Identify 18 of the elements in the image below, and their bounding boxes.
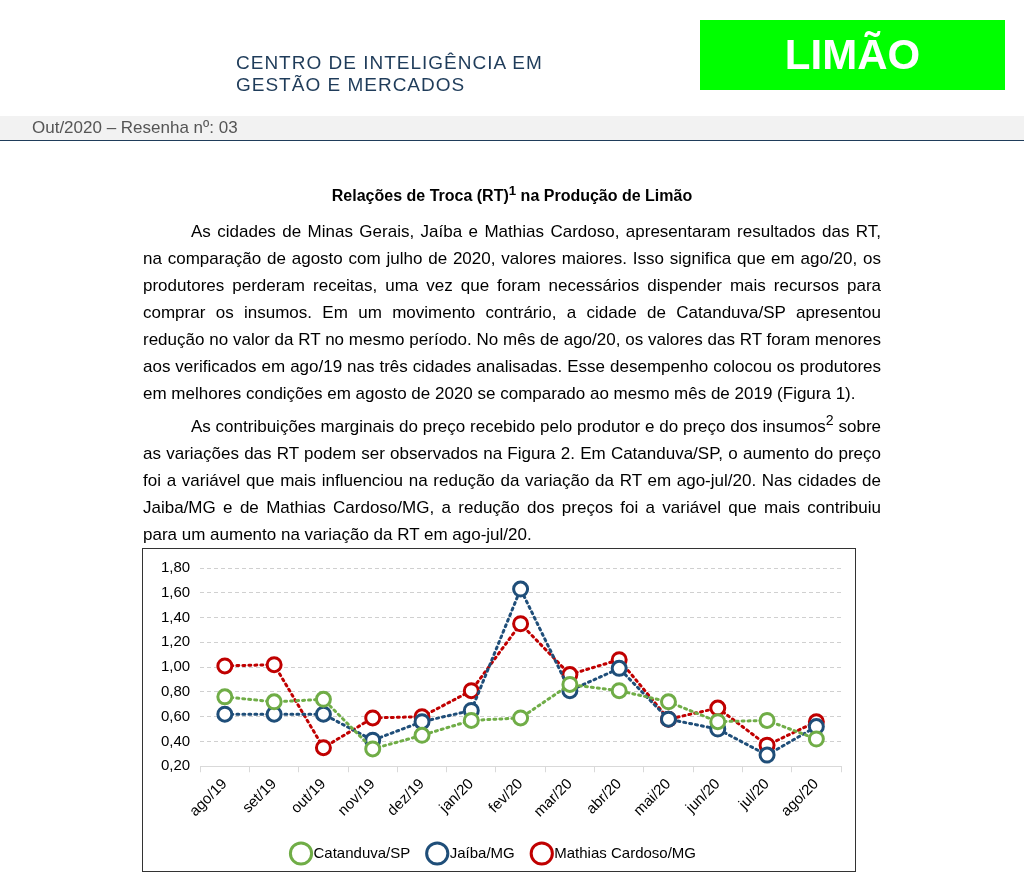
y-tick-label: 1,20	[160, 632, 191, 650]
y-tick-label: 0,20	[160, 756, 191, 774]
text: As cidades de Minas Gerais, Jaíba e Mathias Cardoso, apresentaram resultados das RT, na comparação de agosto com julho de 2020, valores maiores. Isso significa que em ago/20, os produtores perderam receitas, uma vez que foram necessários dispender mais recursos para comprar os insumos. Em um movimento contrário, a cidade de Catanduva/SP apresentou redução no valor da RT no mesmo período. No mês de ago/20, os valores das RT foram menores aos verificados em ago/19 nas três cidades analisadas. Esse desempenho colocou os produtores em melhores condições em agosto de 2020 se comparado ao mesmo mês de 2019 (Figura 1).	[143, 221, 881, 405]
text: As contribuições marginais do preço recebido pelo produtor e do preço dos insumos$^{2}$ sobre as variações das RT podem ser observados na Figura 2. Em Catanduva/SP, o aumento do preço foi a variável que mais influenciou na redução da variação da RT em ago-jul/20. Nas cidades de Jaiba/MG e de Mathias Cardoso/MG, a redução dos preços foi a variável que mais contribuiu para um aumento na variação da RT em ago-jul/20.	[143, 411, 881, 546]
y-tick-label: 0,40	[160, 731, 191, 749]
y-tick-label: 1,00	[160, 657, 191, 675]
y-tick-label: 0,80	[160, 682, 191, 700]
y-tick-label: 1,40	[160, 607, 191, 625]
y-tick-label: 1,80	[160, 558, 191, 576]
text: CENTRO DE INTELIGÊNCIA EM GESTÃO E MERCADOS	[236, 52, 544, 96]
legend-label: Catanduva/SP	[313, 843, 411, 861]
y-tick-label: 1,60	[160, 582, 191, 600]
legend-label: Mathias Cardoso/MG	[554, 843, 696, 861]
legend-label: Jaíba/MG	[449, 843, 515, 861]
text: LIMÃO	[700, 20, 1005, 90]
y-tick-label: 0,60	[160, 706, 191, 724]
chart-title: Relações de Troca (RT)$^{1}$ na Produção de Limão	[330, 183, 694, 206]
text: Out/2020 – Resenha nº: 03	[32, 118, 238, 138]
